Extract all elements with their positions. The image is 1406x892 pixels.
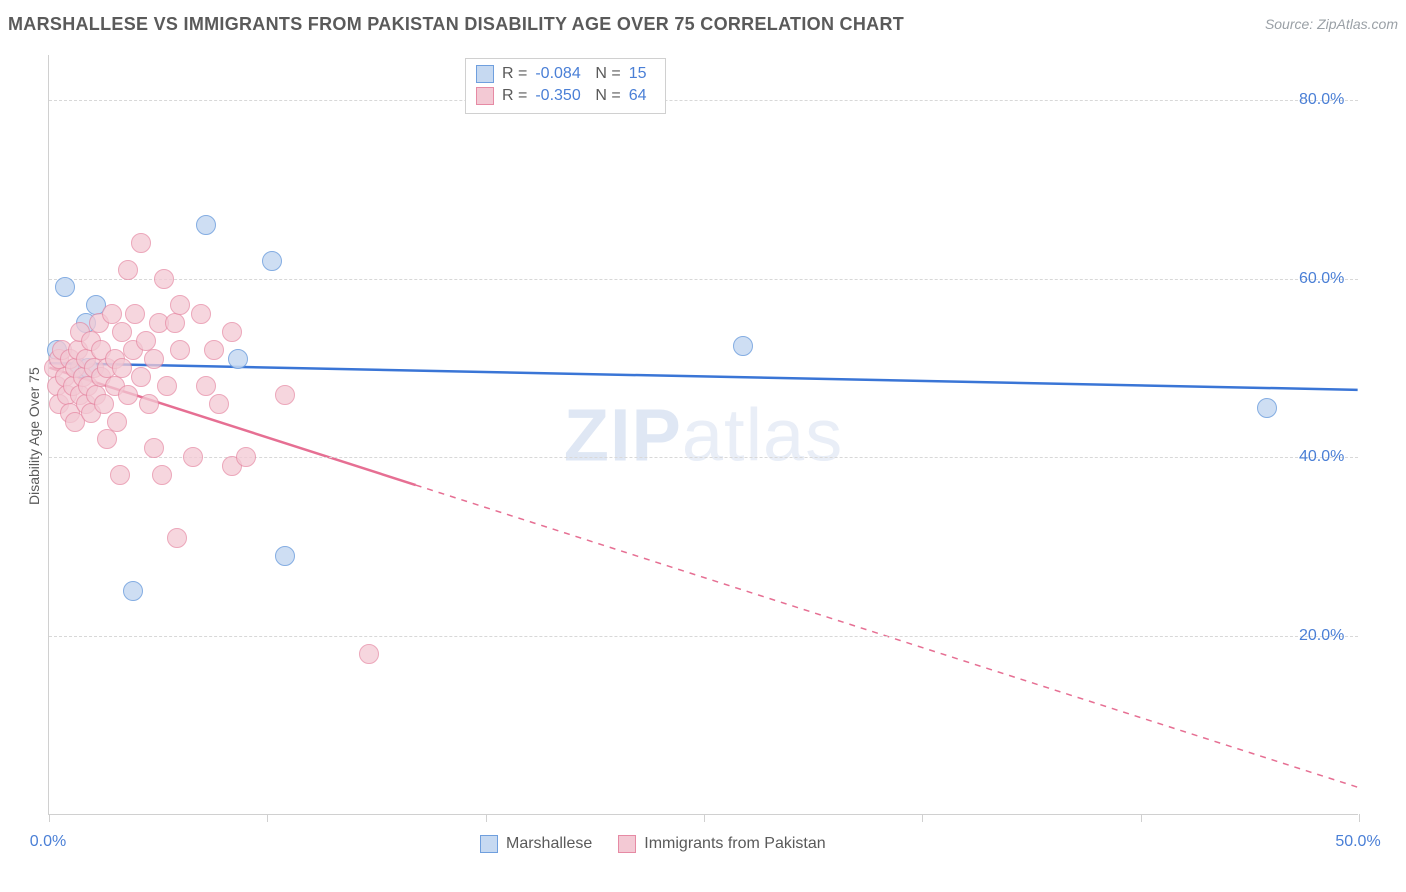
- y-tick-label: 20.0%: [1299, 627, 1344, 645]
- data-point-pakistan: [131, 233, 151, 253]
- stats-row-marshallese: R = -0.084 N = 15: [476, 63, 655, 85]
- series-legend: Marshallese Immigrants from Pakistan: [480, 835, 844, 853]
- n-label: N =: [595, 85, 620, 107]
- legend-swatch-marshallese: [480, 835, 498, 853]
- stats-legend-box: R = -0.084 N = 15 R = -0.350 N = 64: [465, 58, 666, 114]
- data-point-pakistan: [102, 304, 122, 324]
- x-tick: [1359, 814, 1360, 822]
- header-bar: MARSHALLESE VS IMMIGRANTS FROM PAKISTAN …: [8, 10, 1398, 38]
- n-value-pakistan: 64: [629, 85, 655, 107]
- data-point-pakistan: [154, 269, 174, 289]
- data-point-pakistan: [222, 322, 242, 342]
- data-point-pakistan: [110, 465, 130, 485]
- chart-title: MARSHALLESE VS IMMIGRANTS FROM PAKISTAN …: [8, 14, 904, 35]
- data-point-marshallese: [196, 215, 216, 235]
- x-tick: [922, 814, 923, 822]
- r-value-marshallese: -0.084: [535, 63, 587, 85]
- data-point-pakistan: [144, 349, 164, 369]
- data-point-pakistan: [191, 304, 211, 324]
- r-label: R =: [502, 85, 527, 107]
- x-tick: [486, 814, 487, 822]
- trend-lines-svg: [49, 55, 1358, 814]
- r-label: R =: [502, 63, 527, 85]
- data-point-pakistan: [157, 376, 177, 396]
- x-tick: [49, 814, 50, 822]
- data-point-pakistan: [209, 394, 229, 414]
- chart-plot-area: ZIPatlas 20.0% 40.0% 60.0% 80.0%: [48, 55, 1358, 815]
- data-point-pakistan: [165, 313, 185, 333]
- data-point-pakistan: [107, 412, 127, 432]
- source-attribution: Source: ZipAtlas.com: [1265, 16, 1398, 32]
- watermark: ZIPatlas: [564, 392, 843, 477]
- x-tick: [1141, 814, 1142, 822]
- data-point-marshallese: [262, 251, 282, 271]
- data-point-pakistan: [204, 340, 224, 360]
- data-point-marshallese: [733, 336, 753, 356]
- data-point-marshallese: [1257, 398, 1277, 418]
- data-point-pakistan: [170, 340, 190, 360]
- data-point-marshallese: [228, 349, 248, 369]
- y-tick-label: 40.0%: [1299, 448, 1344, 466]
- data-point-pakistan: [118, 260, 138, 280]
- gridline-horizontal: [49, 636, 1358, 637]
- n-label: N =: [595, 63, 620, 85]
- legend-label-marshallese: Marshallese: [506, 835, 592, 853]
- data-point-pakistan: [196, 376, 216, 396]
- x-tick-label-right: 50.0%: [1335, 833, 1380, 851]
- data-point-pakistan: [275, 385, 295, 405]
- swatch-pakistan: [476, 87, 494, 105]
- n-value-marshallese: 15: [629, 63, 655, 85]
- watermark-rest: atlas: [682, 393, 843, 476]
- y-tick-label: 80.0%: [1299, 91, 1344, 109]
- legend-label-pakistan: Immigrants from Pakistan: [644, 835, 825, 853]
- data-point-pakistan: [139, 394, 159, 414]
- data-point-pakistan: [359, 644, 379, 664]
- data-point-pakistan: [112, 358, 132, 378]
- gridline-horizontal: [49, 100, 1358, 101]
- legend-swatch-pakistan: [618, 835, 636, 853]
- y-axis-label: Disability Age Over 75: [26, 367, 42, 505]
- data-point-pakistan: [152, 465, 172, 485]
- data-point-pakistan: [131, 367, 151, 387]
- data-point-pakistan: [167, 528, 187, 548]
- data-point-pakistan: [144, 438, 164, 458]
- stats-row-pakistan: R = -0.350 N = 64: [476, 85, 655, 107]
- data-point-marshallese: [55, 277, 75, 297]
- watermark-strong: ZIP: [564, 393, 682, 476]
- trendline-marshallese-solid: [49, 363, 1357, 390]
- r-value-pakistan: -0.350: [535, 85, 587, 107]
- data-point-pakistan: [118, 385, 138, 405]
- data-point-pakistan: [170, 295, 190, 315]
- data-point-marshallese: [275, 546, 295, 566]
- x-tick: [704, 814, 705, 822]
- data-point-pakistan: [183, 447, 203, 467]
- data-point-pakistan: [125, 304, 145, 324]
- gridline-horizontal: [49, 279, 1358, 280]
- x-tick-label-left: 0.0%: [30, 833, 66, 851]
- y-tick-label: 60.0%: [1299, 270, 1344, 288]
- data-point-pakistan: [94, 394, 114, 414]
- swatch-marshallese: [476, 65, 494, 83]
- data-point-pakistan: [97, 429, 117, 449]
- data-point-pakistan: [236, 447, 256, 467]
- data-point-pakistan: [112, 322, 132, 342]
- data-point-marshallese: [123, 581, 143, 601]
- x-tick: [267, 814, 268, 822]
